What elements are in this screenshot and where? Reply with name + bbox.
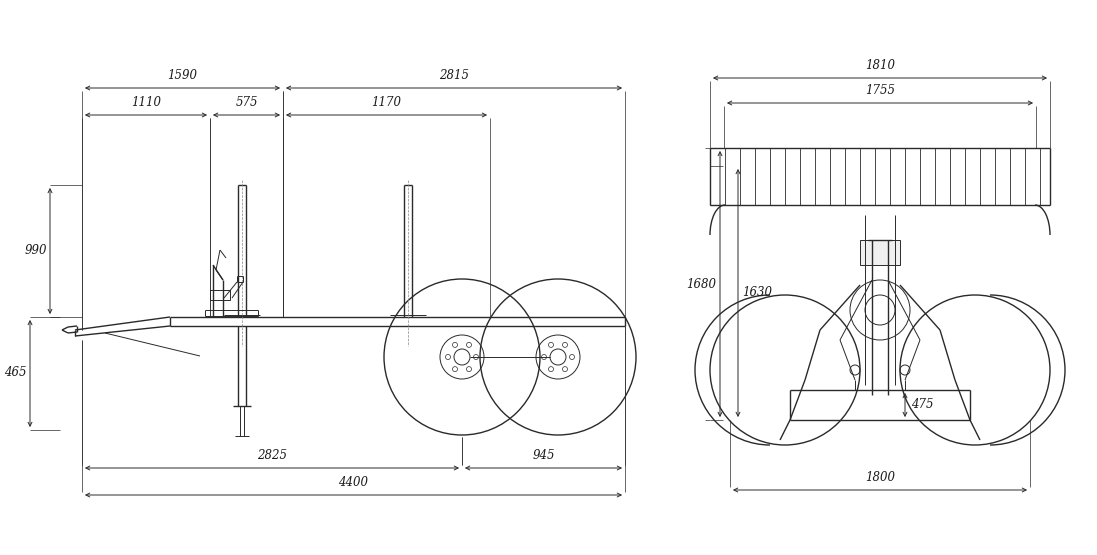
Text: 1810: 1810: [866, 59, 895, 72]
Bar: [210, 290, 230, 300]
Text: 1755: 1755: [866, 84, 895, 97]
Circle shape: [474, 355, 478, 360]
Circle shape: [452, 342, 457, 347]
Circle shape: [548, 342, 554, 347]
Text: 1590: 1590: [168, 69, 197, 82]
Text: 2825: 2825: [257, 449, 287, 462]
Text: 990: 990: [24, 245, 47, 258]
Circle shape: [563, 342, 567, 347]
Text: 1630: 1630: [742, 286, 772, 300]
Text: 1680: 1680: [686, 278, 716, 290]
Circle shape: [445, 355, 451, 360]
Circle shape: [466, 342, 472, 347]
Text: 465: 465: [4, 366, 27, 380]
Circle shape: [550, 349, 566, 365]
Text: 575: 575: [235, 96, 258, 109]
Text: 4400: 4400: [339, 476, 369, 489]
Text: 1170: 1170: [372, 96, 402, 109]
Text: 2815: 2815: [439, 69, 470, 82]
Circle shape: [548, 367, 554, 372]
Circle shape: [466, 367, 472, 372]
Circle shape: [569, 355, 575, 360]
Text: 945: 945: [532, 449, 555, 462]
Text: 475: 475: [911, 398, 934, 411]
Circle shape: [563, 367, 567, 372]
Text: 1800: 1800: [866, 471, 895, 484]
Circle shape: [542, 355, 546, 360]
Circle shape: [452, 367, 457, 372]
Circle shape: [454, 349, 470, 365]
Text: 1110: 1110: [131, 96, 161, 109]
Bar: [860, 240, 900, 265]
